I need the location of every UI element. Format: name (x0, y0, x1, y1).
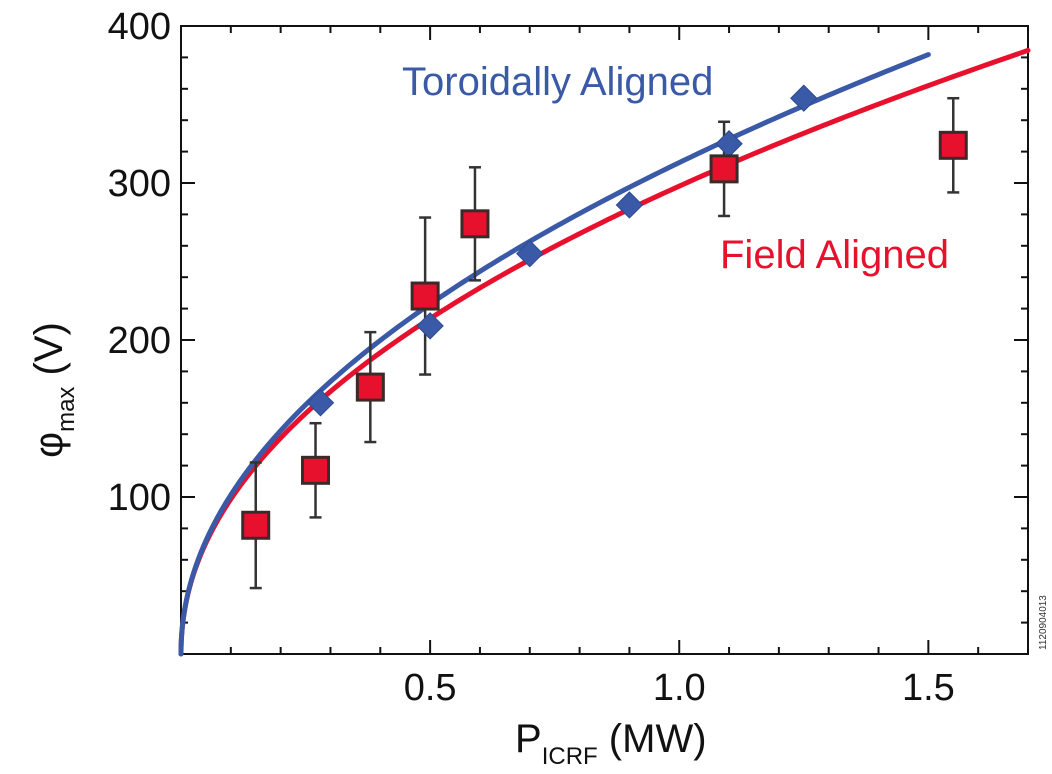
point-toroidally-aligned (306, 389, 335, 417)
plot-area-border (180, 25, 1029, 655)
point-toroidally-aligned (416, 312, 444, 340)
y-tick-label: 400 (108, 6, 171, 48)
point-field-aligned (410, 281, 440, 311)
x-axis: 0.5 1.0 1.5 (229, 26, 980, 709)
fit-curve-toroidally-aligned (178, 52, 931, 657)
x-tick-label: 1.0 (653, 667, 706, 709)
y-axis-title: φmax (V) (27, 322, 80, 458)
point-toroidally-aligned (790, 84, 818, 112)
y-axis: 100 200 300 400 (108, 6, 1028, 624)
point-field-aligned (355, 372, 385, 402)
point-field-aligned (938, 130, 968, 160)
x-axis-title-main: P (515, 717, 542, 761)
x-tick-label: 1.5 (902, 667, 955, 709)
x-axis-title: PICRF (MW) (515, 717, 707, 770)
annotation-field-aligned: Field Aligned (720, 233, 949, 277)
x-axis-title-unit: (MW) (598, 717, 707, 761)
x-axis-title-sub: ICRF (542, 743, 598, 770)
point-field-aligned (301, 455, 331, 485)
point-toroidally-aligned (516, 239, 544, 268)
error-bars (249, 96, 960, 590)
fit-curve-field-aligned (178, 47, 1031, 657)
x-tick-label: 0.5 (404, 667, 457, 709)
y-axis-title-unit: (V) (27, 322, 71, 386)
y-axis-title-sub: max (53, 387, 80, 432)
point-field-aligned (709, 154, 739, 184)
plot-frame (180, 25, 1029, 655)
data-markers (241, 84, 968, 540)
y-tick-label: 300 (108, 163, 171, 205)
figure-id-label: 1120904013 (1038, 595, 1049, 650)
point-field-aligned (241, 510, 271, 540)
fit-curves (178, 47, 1031, 657)
y-axis-title-main: φ (27, 432, 71, 458)
point-field-aligned (460, 209, 490, 239)
y-tick-label: 100 (108, 477, 171, 519)
point-toroidally-aligned (615, 191, 644, 219)
annotation-toroidally-aligned: Toroidally Aligned (402, 60, 713, 104)
y-tick-label: 200 (108, 320, 171, 362)
